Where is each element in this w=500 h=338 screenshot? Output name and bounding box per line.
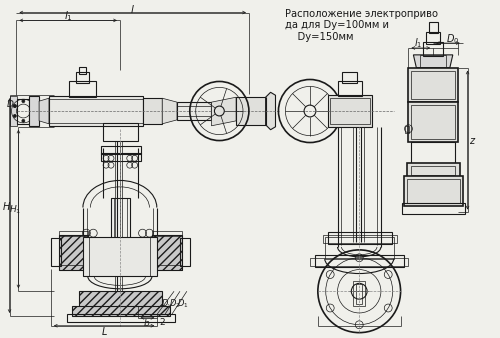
Circle shape: [22, 100, 25, 103]
Bar: [59, 265, 88, 270]
Circle shape: [14, 115, 16, 117]
Polygon shape: [162, 98, 177, 124]
Bar: [420, 55, 446, 69]
Bar: [342, 72, 357, 83]
Polygon shape: [30, 96, 39, 126]
Bar: [408, 102, 458, 142]
Bar: [103, 123, 138, 141]
Polygon shape: [414, 55, 453, 68]
Polygon shape: [266, 92, 276, 130]
Bar: [114, 198, 127, 247]
Bar: [354, 282, 365, 306]
Bar: [412, 166, 455, 175]
Bar: [412, 105, 455, 139]
Bar: [406, 179, 460, 202]
Bar: [90, 237, 150, 276]
Bar: [406, 163, 460, 178]
Bar: [429, 22, 438, 33]
Bar: [423, 42, 443, 56]
Bar: [177, 102, 212, 120]
Bar: [323, 235, 396, 243]
Bar: [315, 255, 404, 267]
Bar: [68, 81, 96, 97]
Bar: [404, 176, 462, 206]
Bar: [10, 96, 18, 126]
Bar: [84, 237, 158, 276]
Polygon shape: [212, 97, 236, 126]
Text: Расположение электроприво
да для Dy=100мм и
    Dy=150мм: Расположение электроприво да для Dy=100м…: [286, 8, 438, 42]
Text: 2: 2: [160, 318, 165, 327]
Bar: [412, 71, 455, 99]
Text: $D_0$: $D_0$: [6, 99, 19, 111]
Bar: [72, 306, 170, 316]
Bar: [180, 238, 190, 266]
Bar: [49, 99, 142, 123]
Text: $b$: $b$: [143, 317, 150, 328]
Bar: [426, 32, 440, 44]
Text: $D_1$: $D_1$: [177, 298, 188, 310]
Circle shape: [30, 115, 34, 117]
Bar: [111, 198, 130, 247]
Bar: [356, 284, 362, 304]
Bar: [404, 126, 409, 133]
Bar: [101, 153, 140, 161]
Circle shape: [30, 104, 34, 107]
Text: $D_0$: $D_0$: [446, 32, 460, 46]
Text: $l$: $l$: [130, 3, 135, 15]
Bar: [78, 67, 86, 74]
Bar: [328, 95, 372, 127]
Bar: [408, 68, 458, 102]
Text: $l_1$: $l_1$: [64, 9, 73, 23]
Bar: [66, 314, 175, 322]
Bar: [324, 237, 394, 259]
Bar: [51, 238, 61, 266]
Circle shape: [22, 119, 25, 122]
Text: $H_1$: $H_1$: [10, 203, 22, 216]
Text: $l_1$: $l_1$: [414, 36, 422, 50]
Bar: [152, 265, 182, 270]
Text: $H$: $H$: [2, 199, 11, 212]
Bar: [152, 231, 182, 236]
Bar: [310, 258, 408, 266]
Bar: [76, 72, 90, 83]
Text: $D_y$: $D_y$: [161, 297, 173, 311]
Bar: [59, 231, 88, 236]
Bar: [412, 142, 455, 166]
Polygon shape: [39, 98, 49, 124]
Circle shape: [14, 104, 16, 107]
Bar: [328, 232, 392, 244]
Bar: [101, 146, 140, 154]
Bar: [78, 291, 162, 309]
Bar: [59, 235, 88, 270]
Bar: [402, 202, 464, 214]
Bar: [18, 99, 29, 124]
Text: $D_2$: $D_2$: [169, 298, 181, 310]
Bar: [338, 81, 362, 96]
Bar: [330, 98, 370, 124]
Bar: [236, 97, 266, 125]
Bar: [152, 235, 182, 270]
Text: $z$: $z$: [469, 136, 476, 146]
Bar: [49, 96, 142, 126]
Bar: [142, 98, 162, 124]
Text: $L$: $L$: [100, 325, 107, 337]
